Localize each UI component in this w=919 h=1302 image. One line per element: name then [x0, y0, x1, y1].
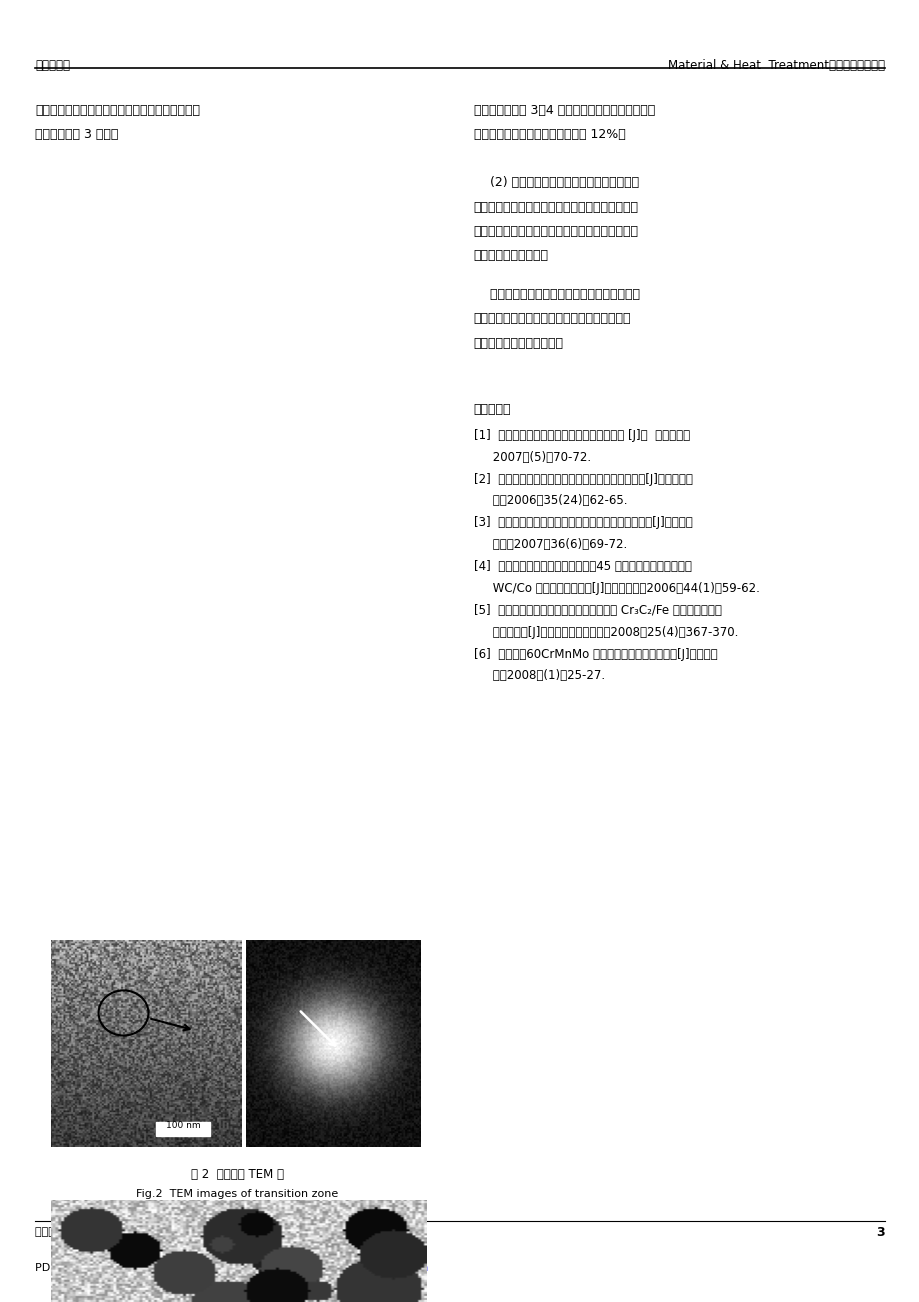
- Text: 度提高到基体的 3～4 倍；耐磨性大幅度提高，单位: 度提高到基体的 3～4 倍；耐磨性大幅度提高，单位: [473, 104, 654, 117]
- Text: [5]  斯松华，陈娟，丁晓丽，等．激光熔覆 Cr₃C₂/Fe 复合涂层的组织: [5] 斯松华，陈娟，丁晓丽，等．激光熔覆 Cr₃C₂/Fe 复合涂层的组织: [473, 604, 720, 617]
- Text: 助，在此表示深深的感谢。: 助，在此表示深深的感谢。: [473, 337, 563, 349]
- Text: 属，2008，(1)；25-27.: 属，2008，(1)；25-27.: [473, 669, 605, 682]
- Text: [4]  张光均，许佳宇，王慧萍，等．45 钢表面激光熔覆镍基纳米: [4] 张光均，许佳宇，王慧萍，等．45 钢表面激光熔覆镍基纳米: [473, 560, 691, 573]
- Text: 山桥集团有限公司张国法工程师的大力支持和帮: 山桥集团有限公司张国法工程师的大力支持和帮: [473, 312, 630, 326]
- Text: 100 nm: 100 nm: [165, 1121, 200, 1130]
- Text: [2]  张觉军，杨涤心，魏世忠，等．高锰钢爆炸硬化[J]．材料热处: [2] 张觉军，杨涤心，魏世忠，等．高锰钢爆炸硬化[J]．材料热处: [473, 473, 692, 486]
- Text: 渡区内存在局域非晶。: 渡区内存在局域非晶。: [473, 249, 549, 262]
- Text: 下半月出版: 下半月出版: [35, 59, 70, 72]
- Bar: [156, 1122, 210, 1137]
- Text: 察到位错及细小析出相的存在；熔覆层与基体的过: 察到位错及细小析出相的存在；熔覆层与基体的过: [473, 224, 638, 237]
- Text: 2007，(5)；70-72.: 2007，(5)；70-72.: [473, 450, 590, 464]
- Text: 参考文献：: 参考文献：: [473, 402, 511, 415]
- Text: (2) 熔覆层的组织与基体组织存在明显的差: (2) 熔覆层的组织与基体组织存在明显的差: [473, 177, 638, 189]
- Text: www.pdffactory.com: www.pdffactory.com: [315, 1263, 428, 1273]
- Text: 时间的磨损量仅为未处理的试件的 12%。: 时间的磨损量仅为未处理的试件的 12%。: [473, 128, 625, 141]
- Text: 3: 3: [876, 1226, 884, 1240]
- Text: [6]  胡贵平．60CrMnMo 激光表面处理的组织与性能[J]．南方金: [6] 胡贵平．60CrMnMo 激光表面处理的组织与性能[J]．南方金: [473, 647, 717, 660]
- Text: 工艺，2007，36(6)；69-72.: 工艺，2007，36(6)；69-72.: [473, 538, 627, 551]
- Text: 《热加工工艺》2010 年第 39 卷第  期: 《热加工工艺》2010 年第 39 卷第 期: [35, 1226, 174, 1237]
- Text: 与磨损性能[J]．安徽工业大学学报，2008，25(4)；367-370.: 与磨损性能[J]．安徽工业大学学报，2008，25(4)；367-370.: [473, 626, 737, 639]
- Text: 成的。在熔覆层内，可以观察到位错及细小析出相: 成的。在熔覆层内，可以观察到位错及细小析出相: [35, 104, 199, 117]
- Text: PDF created with pdfFactory trial version: PDF created with pdfFactory trial versio…: [35, 1263, 266, 1273]
- Text: Material & Heat  Treatment（材料热处理技术: Material & Heat Treatment（材料热处理技术: [667, 59, 884, 72]
- Text: Fig.2  TEM images of transition zone: Fig.2 TEM images of transition zone: [136, 1189, 338, 1199]
- Text: 致谢：在实验和论文完成过程中，得到了中铁: 致谢：在实验和论文完成过程中，得到了中铁: [473, 289, 639, 301]
- Text: 理，2006，35(24)；62-65.: 理，2006，35(24)；62-65.: [473, 495, 627, 508]
- Text: [1]  刘满红．影响高锰钢力学性能的几个因素 [J]．  机械工人，: [1] 刘满红．影响高锰钢力学性能的几个因素 [J]． 机械工人，: [473, 428, 689, 441]
- Text: 异，熔覆层组织以枝晶为主；在熔覆层内，可以观: 异，熔覆层组织以枝晶为主；在熔覆层内，可以观: [473, 201, 638, 214]
- Text: [3]  丁阳喜，周立志．激光表面处理技术的现状及发展[J]．热加工: [3] 丁阳喜，周立志．激光表面处理技术的现状及发展[J]．热加工: [473, 517, 692, 530]
- Text: 图 2  过渡区的 TEM 像: 图 2 过渡区的 TEM 像: [190, 1168, 284, 1181]
- Text: WC/Co 镀层显微组织研究[J]．机械制造，2006，44(1)；59-62.: WC/Co 镀层显微组织研究[J]．机械制造，2006，44(1)；59-62.: [473, 582, 759, 595]
- Text: 的存在，如图 3 所示。: 的存在，如图 3 所示。: [35, 128, 119, 141]
